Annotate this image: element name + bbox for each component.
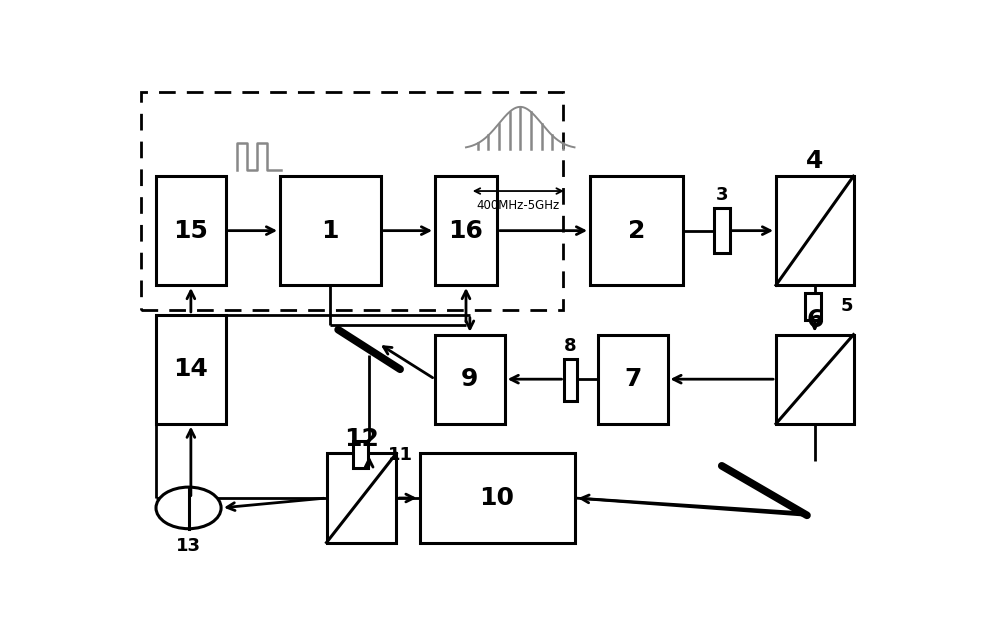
Bar (156, 176, 226, 285)
Bar (353, 441, 368, 468)
Text: 13: 13 (176, 537, 201, 555)
Bar (776, 334, 854, 424)
Circle shape (156, 487, 221, 529)
Text: 8: 8 (564, 336, 577, 354)
Text: 14: 14 (173, 358, 208, 381)
Bar (776, 176, 854, 285)
Bar (156, 315, 226, 424)
Text: 6: 6 (806, 308, 823, 332)
Text: 12: 12 (344, 426, 379, 451)
Bar (435, 176, 497, 285)
Bar (805, 293, 821, 320)
Text: 11: 11 (388, 446, 413, 464)
Text: 10: 10 (480, 486, 514, 510)
Bar (280, 176, 381, 285)
Bar (420, 453, 574, 543)
Bar (140, 92, 563, 310)
Text: 1: 1 (322, 219, 339, 242)
Text: 7: 7 (624, 367, 641, 391)
Bar (598, 334, 668, 424)
Text: 15: 15 (173, 219, 208, 242)
Bar (714, 208, 730, 253)
Text: 2: 2 (628, 219, 645, 242)
Bar (590, 176, 683, 285)
Bar (435, 334, 505, 424)
Text: 9: 9 (461, 367, 479, 391)
Text: 5: 5 (840, 297, 853, 315)
Text: 3: 3 (716, 185, 728, 203)
Text: 4: 4 (806, 149, 823, 174)
Bar (326, 453, 396, 543)
Bar (564, 359, 577, 401)
Text: 400MHz-5GHz: 400MHz-5GHz (477, 199, 560, 212)
Text: 16: 16 (449, 219, 483, 242)
